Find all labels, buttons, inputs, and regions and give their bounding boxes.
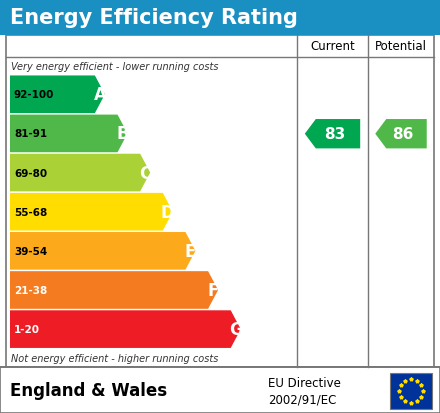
- Text: 39-54: 39-54: [14, 246, 47, 256]
- Text: Not energy efficient - higher running costs: Not energy efficient - higher running co…: [11, 353, 218, 363]
- Text: England & Wales: England & Wales: [10, 381, 167, 399]
- Polygon shape: [10, 271, 218, 309]
- Text: 1-20: 1-20: [14, 324, 40, 334]
- Text: 69-80: 69-80: [14, 168, 47, 178]
- Text: Current: Current: [310, 40, 355, 53]
- Text: A: A: [93, 86, 106, 104]
- Text: EU Directive: EU Directive: [268, 376, 341, 389]
- Text: 21-38: 21-38: [14, 285, 47, 295]
- Bar: [0, 367, 440, 413]
- Text: E: E: [185, 242, 196, 260]
- Polygon shape: [10, 193, 173, 231]
- Text: 55-68: 55-68: [14, 207, 47, 217]
- Polygon shape: [10, 311, 241, 348]
- Text: 2002/91/EC: 2002/91/EC: [268, 393, 336, 406]
- Polygon shape: [305, 120, 360, 149]
- Bar: [6, 36, 434, 367]
- Text: C: C: [139, 164, 151, 182]
- Text: Potential: Potential: [375, 40, 427, 53]
- Text: Very energy efficient - lower running costs: Very energy efficient - lower running co…: [11, 62, 219, 72]
- Polygon shape: [10, 76, 105, 114]
- Text: 83: 83: [324, 127, 345, 142]
- Bar: [0, 0, 440, 36]
- Text: 86: 86: [392, 127, 414, 142]
- Text: B: B: [116, 125, 129, 143]
- Text: F: F: [207, 281, 219, 299]
- Bar: [0, 367, 440, 413]
- Polygon shape: [10, 233, 195, 270]
- Text: D: D: [161, 203, 175, 221]
- Bar: [390, 373, 432, 409]
- Polygon shape: [10, 115, 128, 153]
- Text: 81-91: 81-91: [14, 129, 47, 139]
- Polygon shape: [375, 120, 427, 149]
- Text: G: G: [229, 320, 242, 338]
- Text: Energy Efficiency Rating: Energy Efficiency Rating: [10, 8, 298, 28]
- Polygon shape: [10, 154, 150, 192]
- Text: 92-100: 92-100: [14, 90, 55, 100]
